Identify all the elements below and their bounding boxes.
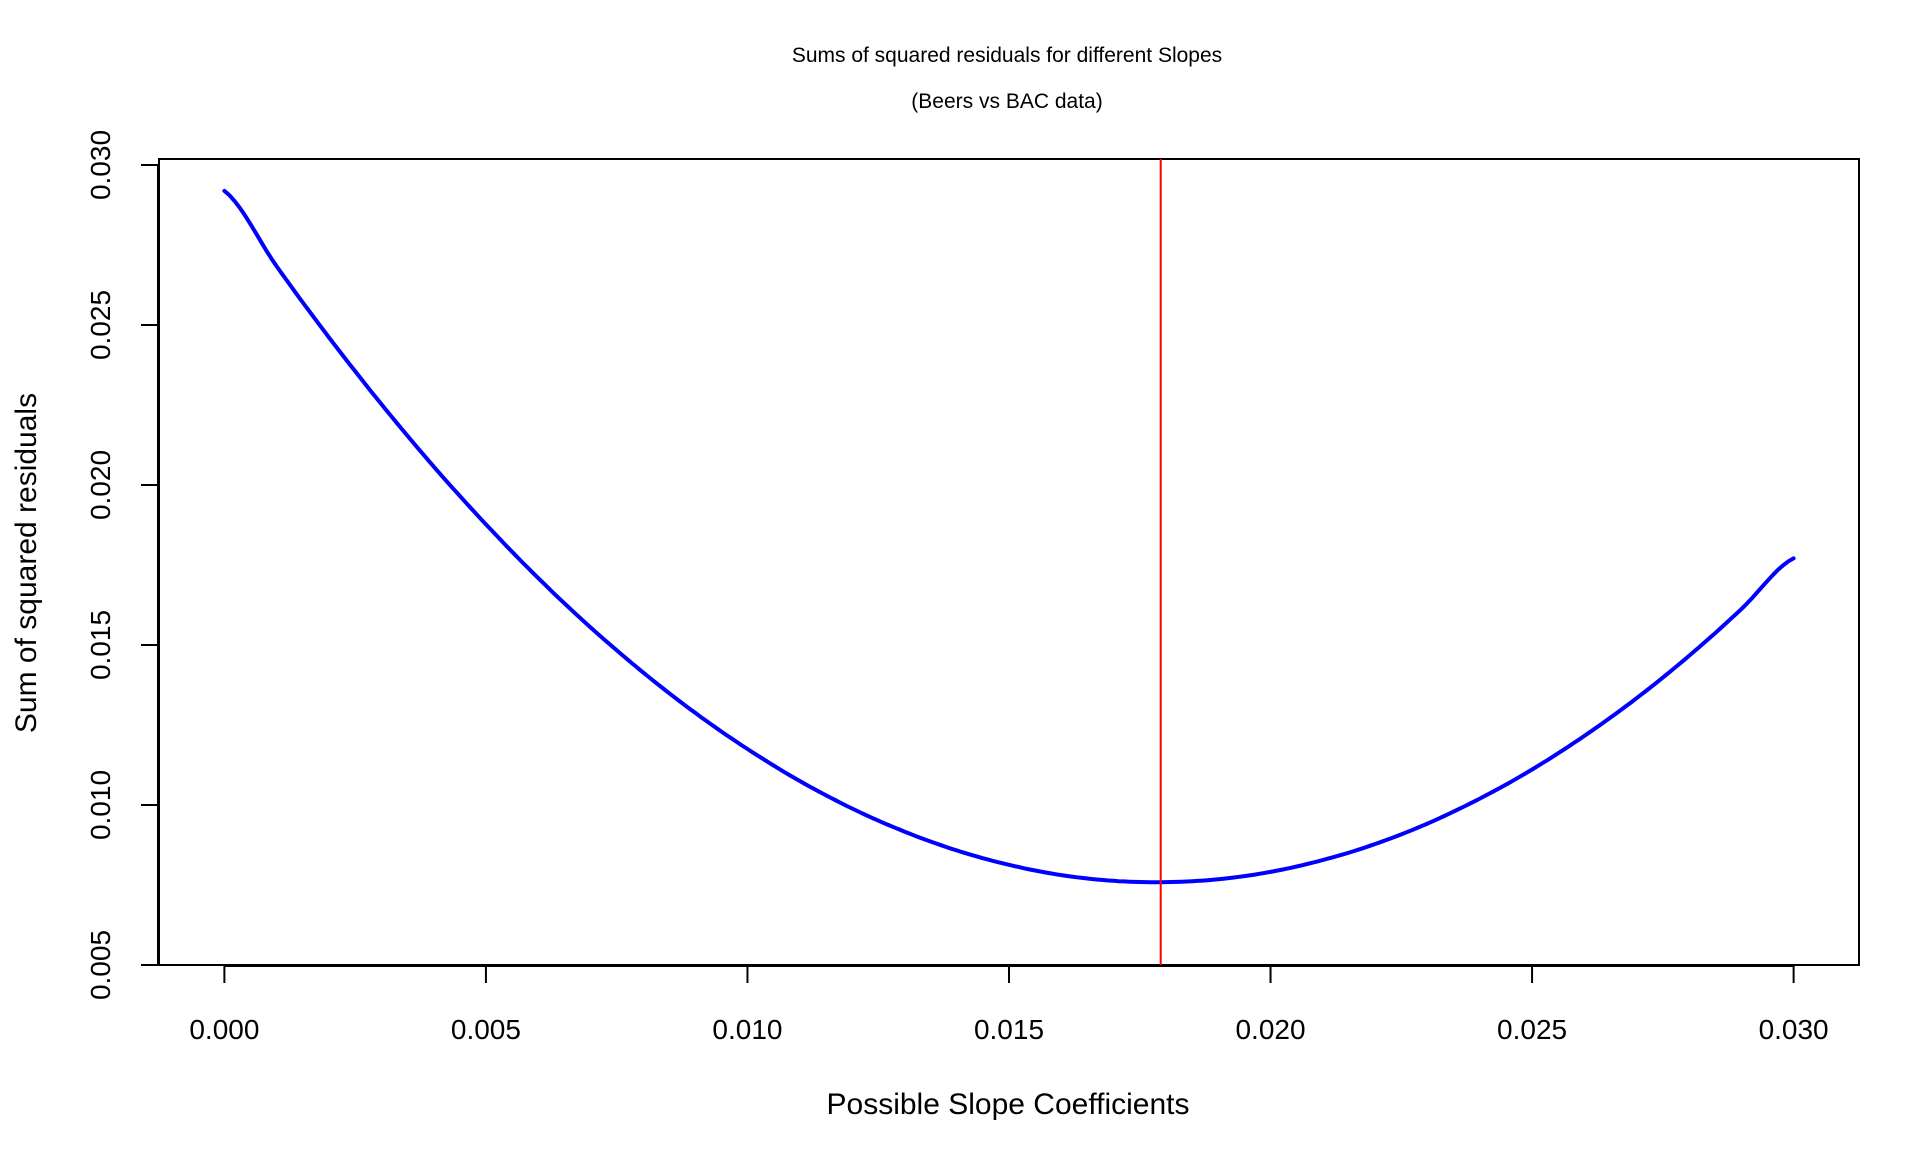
x-tick-label: 0.025 [1497, 1014, 1567, 1045]
x-axis: 0.000 0.005 0.010 0.015 0.020 0.025 0.030 [189, 965, 1829, 1045]
ssr-curve [222, 188, 1796, 885]
plot-area-frame [158, 158, 1860, 966]
y-tick-label: 0.010 [85, 770, 116, 840]
x-tick-label: 0.020 [1235, 1014, 1305, 1045]
chart-title: Sums of squared residuals for different … [792, 44, 1222, 67]
y-tick-label: 0.025 [85, 290, 116, 360]
y-tick-label: 0.030 [85, 130, 116, 200]
y-tick-label: 0.015 [85, 610, 116, 680]
x-tick-label: 0.005 [451, 1014, 521, 1045]
y-axis-label: Sum of squared residuals [10, 393, 43, 733]
plot-layer [222, 159, 1796, 965]
chart-subtitle: (Beers vs BAC data) [911, 90, 1102, 113]
x-tick-label: 0.015 [974, 1014, 1044, 1045]
x-tick-label: 0.010 [712, 1014, 782, 1045]
y-tick-label: 0.020 [85, 450, 116, 520]
y-tick-label: 0.005 [85, 930, 116, 1000]
x-axis-label: Possible Slope Coefficients [827, 1088, 1190, 1121]
x-tick-label: 0.030 [1759, 1014, 1829, 1045]
x-tick-label: 0.000 [189, 1014, 259, 1045]
y-axis: 0.005 0.010 0.015 0.020 0.025 0.030 [85, 130, 159, 1000]
